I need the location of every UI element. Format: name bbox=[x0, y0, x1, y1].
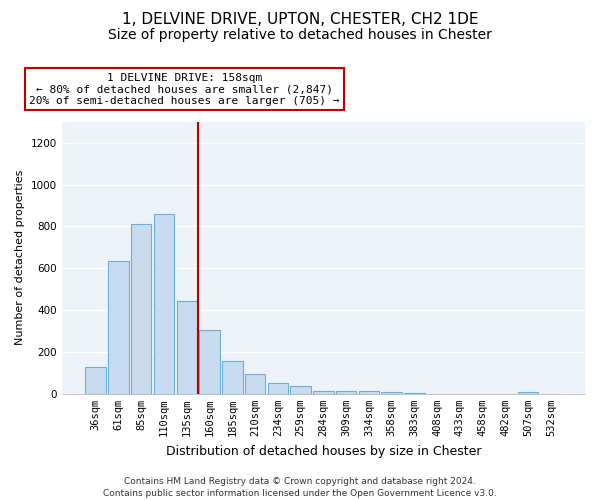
Bar bbox=[359, 390, 379, 394]
Y-axis label: Number of detached properties: Number of detached properties bbox=[15, 170, 25, 346]
Bar bbox=[199, 330, 220, 394]
Text: Contains HM Land Registry data © Crown copyright and database right 2024.
Contai: Contains HM Land Registry data © Crown c… bbox=[103, 476, 497, 498]
Bar bbox=[290, 386, 311, 394]
Bar bbox=[382, 392, 402, 394]
Bar bbox=[518, 392, 538, 394]
X-axis label: Distribution of detached houses by size in Chester: Distribution of detached houses by size … bbox=[166, 444, 481, 458]
Bar bbox=[131, 224, 151, 394]
Bar bbox=[85, 366, 106, 394]
Text: 1 DELVINE DRIVE: 158sqm
← 80% of detached houses are smaller (2,847)
20% of semi: 1 DELVINE DRIVE: 158sqm ← 80% of detache… bbox=[29, 73, 340, 106]
Text: 1, DELVINE DRIVE, UPTON, CHESTER, CH2 1DE: 1, DELVINE DRIVE, UPTON, CHESTER, CH2 1D… bbox=[122, 12, 478, 28]
Bar bbox=[108, 261, 129, 394]
Bar bbox=[222, 362, 242, 394]
Text: Size of property relative to detached houses in Chester: Size of property relative to detached ho… bbox=[108, 28, 492, 42]
Bar bbox=[268, 384, 288, 394]
Bar bbox=[336, 390, 356, 394]
Bar bbox=[176, 300, 197, 394]
Bar bbox=[404, 393, 425, 394]
Bar bbox=[313, 390, 334, 394]
Bar bbox=[245, 374, 265, 394]
Bar bbox=[154, 214, 174, 394]
